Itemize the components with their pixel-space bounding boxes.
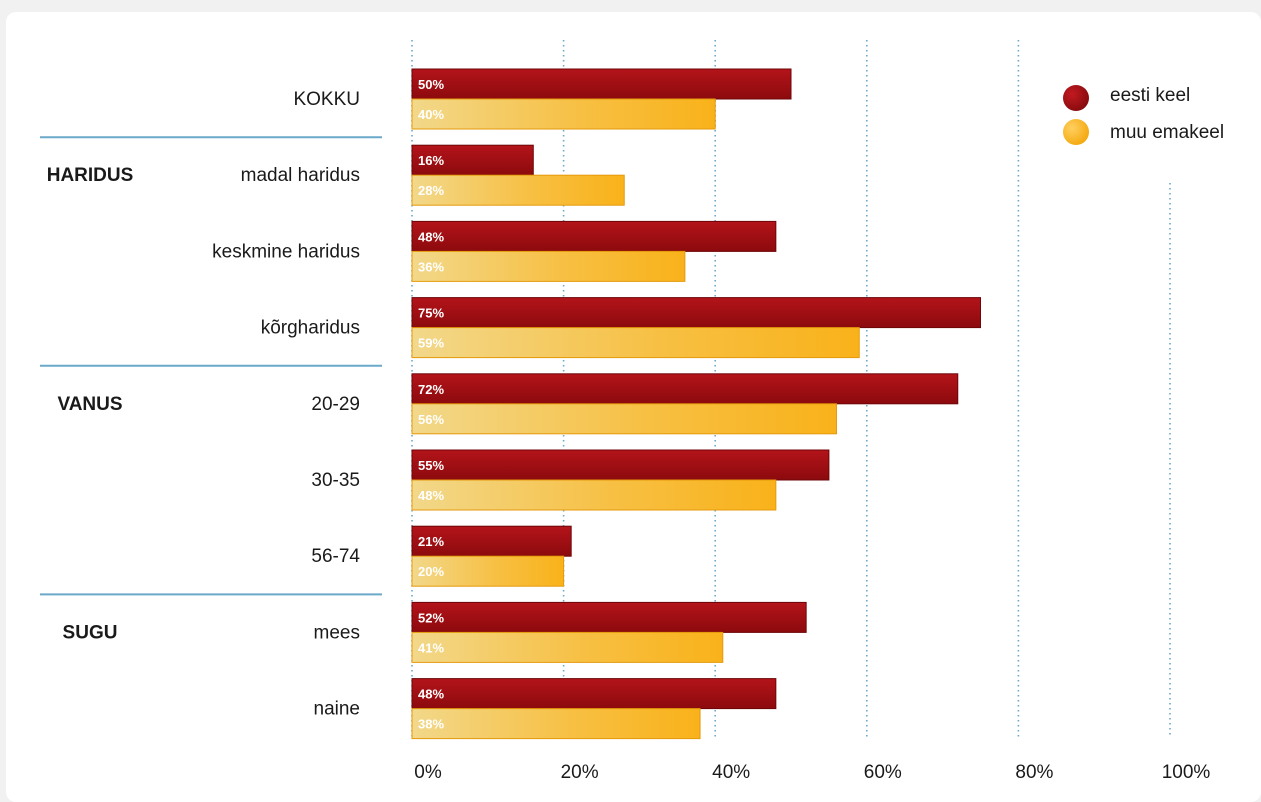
category-label: kõrgharidus xyxy=(261,318,360,339)
category-label: madal haridus xyxy=(241,165,360,186)
legend-label: eesti keel xyxy=(1110,85,1190,106)
bar-eesti-keel xyxy=(411,68,792,100)
legend-swatch-muu-emakeel xyxy=(1063,119,1089,145)
bar-muu-emakeel xyxy=(411,708,701,740)
bar-muu-emakeel xyxy=(411,555,565,587)
bar-muu-emakeel xyxy=(411,479,777,511)
bar-muu-emakeel xyxy=(411,98,716,130)
bar-value-label: 55% xyxy=(418,458,444,473)
bar-eesti-keel xyxy=(411,220,777,252)
group-label: SUGU xyxy=(63,622,118,643)
bar-value-label: 48% xyxy=(418,229,444,244)
bar-value-label: 50% xyxy=(418,77,444,92)
category-label: 56-74 xyxy=(311,546,360,567)
bar-value-label: 16% xyxy=(418,153,444,168)
bar-value-label: 52% xyxy=(418,610,444,625)
bar-value-label: 56% xyxy=(418,412,444,427)
group-label: VANUS xyxy=(57,394,122,415)
bar-value-label: 40% xyxy=(418,107,444,122)
bar-muu-emakeel xyxy=(411,403,837,435)
x-tick-label: 100% xyxy=(1162,762,1211,783)
x-tick-label: 20% xyxy=(561,762,599,783)
bar-eesti-keel xyxy=(411,297,981,329)
x-tick-label: 80% xyxy=(1015,762,1053,783)
category-label: 20-29 xyxy=(311,394,360,415)
bar-eesti-keel xyxy=(411,678,777,710)
bar-value-label: 38% xyxy=(418,717,444,732)
bar-eesti-keel xyxy=(411,373,959,405)
bar-muu-emakeel xyxy=(411,327,860,359)
bar-value-label: 59% xyxy=(418,336,444,351)
bar-value-label: 72% xyxy=(418,382,444,397)
legend-label: muu emakeel xyxy=(1110,122,1224,143)
bar-value-label: 41% xyxy=(418,640,444,655)
bar-eesti-keel xyxy=(411,601,807,633)
bar-eesti-keel xyxy=(411,144,534,176)
bar-value-label: 21% xyxy=(418,534,444,549)
bar-value-label: 28% xyxy=(418,183,444,198)
category-label: mees xyxy=(314,622,360,643)
bar-muu-emakeel xyxy=(411,174,625,206)
x-tick-label: 40% xyxy=(712,762,750,783)
bar-value-label: 75% xyxy=(418,306,444,321)
bar-value-label: 48% xyxy=(418,687,444,702)
bar-value-label: 48% xyxy=(418,488,444,503)
bar-eesti-keel xyxy=(411,525,572,557)
x-tick-label: 0% xyxy=(414,762,442,783)
bar-value-label: 20% xyxy=(418,564,444,579)
category-label: naine xyxy=(314,699,361,720)
bar-eesti-keel xyxy=(411,449,830,481)
group-label: HARIDUS xyxy=(47,165,134,186)
legend-swatch-eesti-keel xyxy=(1063,85,1089,111)
category-label: 30-35 xyxy=(311,470,360,491)
bar-muu-emakeel xyxy=(411,631,724,663)
bar-value-label: 36% xyxy=(418,259,444,274)
category-label: keskmine haridus xyxy=(212,241,360,262)
category-label: KOKKU xyxy=(293,89,360,110)
x-tick-label: 60% xyxy=(864,762,902,783)
bar-muu-emakeel xyxy=(411,250,686,282)
